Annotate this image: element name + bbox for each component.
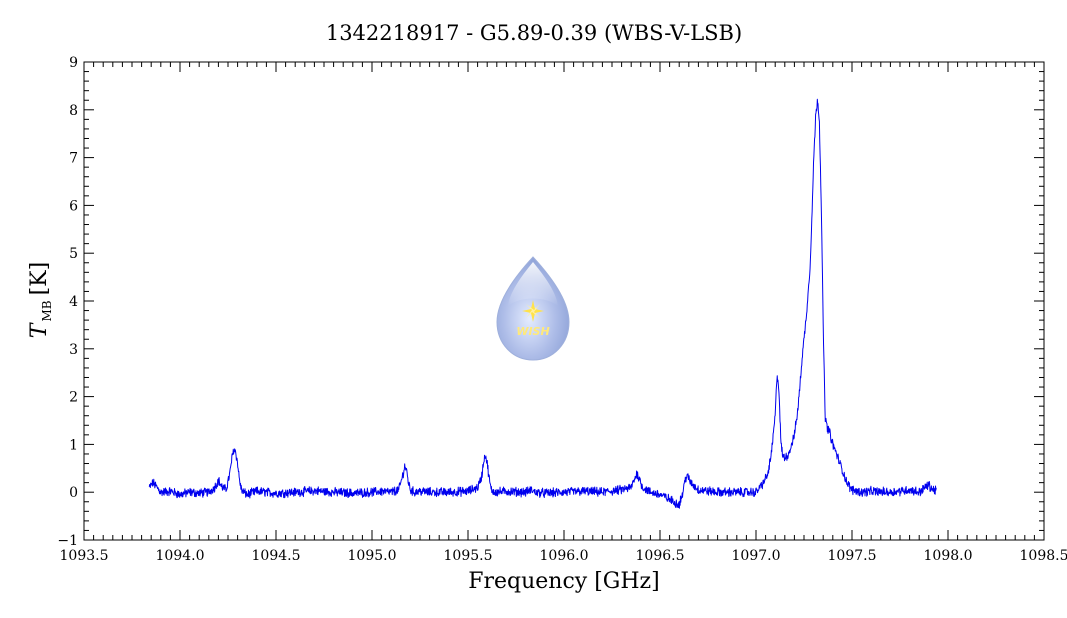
x-tick-label: 1095.0 <box>348 548 397 564</box>
spectrum-trace <box>148 98 937 509</box>
y-tick-label: 8 <box>69 103 78 119</box>
x-tick-labels: 1093.5 1094.0 1094.5 1095.0 1095.5 1096.0 1096… <box>60 548 1067 564</box>
y-tick-label: 3 <box>69 342 78 358</box>
x-tick-label: 1096.0 <box>540 548 589 564</box>
y-tick-label: 9 <box>69 55 78 71</box>
y-tick-label: 0 <box>69 485 78 501</box>
x-tick-label: 1093.5 <box>60 548 109 564</box>
star-icon <box>522 300 544 322</box>
x-tick-label: 1097.0 <box>732 548 781 564</box>
x-axis-label: Frequency [GHz] <box>468 569 660 594</box>
y-tick-label: 4 <box>69 294 78 310</box>
y-axis-label-subscript: MB <box>40 300 54 321</box>
y-axis-label: TMB [K] <box>27 262 54 338</box>
chart-title: 1342218917 - G5.89-0.39 (WBS-V-LSB) <box>326 21 742 45</box>
x-tick-label: 1097.5 <box>828 548 877 564</box>
wish-logo: WISH <box>496 256 570 361</box>
x-tick-label: 1098.0 <box>924 548 973 564</box>
y-axis-label-unit: [K] <box>27 262 52 296</box>
droplet-shine <box>508 262 558 306</box>
y-tick-labels: −1 0 1 2 3 4 5 6 7 8 9 <box>57 55 78 549</box>
x-tick-label: 1094.0 <box>156 548 205 564</box>
y-tick-label: 7 <box>69 151 78 167</box>
y-tick-label: 2 <box>69 390 78 406</box>
axis-ticks <box>83 61 1045 541</box>
y-tick-label: 5 <box>69 246 78 262</box>
y-tick-label: 6 <box>69 198 78 214</box>
x-tick-label: 1098.5 <box>1020 548 1067 564</box>
y-tick-label: 1 <box>69 437 78 453</box>
y-axis-label-symbol: T <box>27 321 52 338</box>
logo-text: WISH <box>516 325 549 338</box>
x-tick-label: 1094.5 <box>252 548 301 564</box>
y-tick-label: −1 <box>57 533 78 549</box>
x-tick-label: 1096.5 <box>636 548 685 564</box>
svg-text:TMB[K]: TMB [K] <box>27 262 54 338</box>
x-tick-label: 1095.5 <box>444 548 493 564</box>
